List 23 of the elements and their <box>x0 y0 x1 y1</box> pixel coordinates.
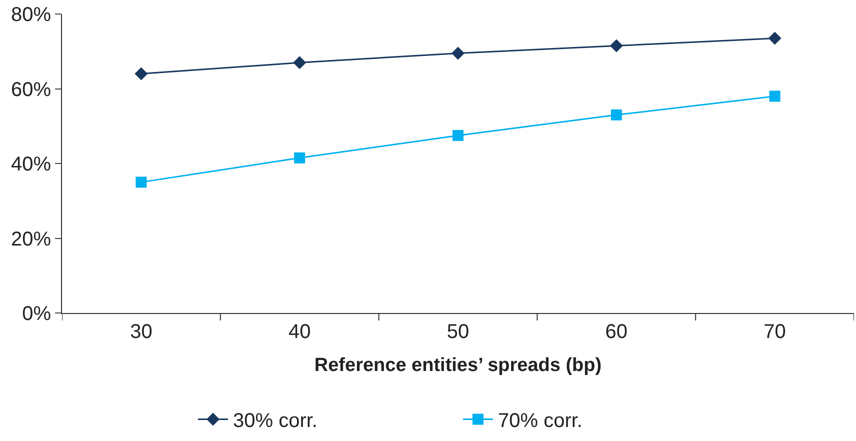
x-tick-label: 60 <box>605 321 628 343</box>
point <box>610 39 623 52</box>
y-tick-label: 40% <box>10 154 52 176</box>
point <box>610 109 622 120</box>
point <box>769 90 780 102</box>
point <box>293 56 306 70</box>
y-tick-label: 0% <box>22 303 52 325</box>
y-tick-label: 60% <box>10 78 52 101</box>
x-tick-label: 30 <box>130 321 152 343</box>
legend-label: 70% corr. <box>498 410 582 432</box>
point <box>294 152 306 164</box>
y-tick-label: 20% <box>10 228 52 250</box>
x-tick-label: 50 <box>446 321 470 343</box>
point <box>768 32 782 45</box>
legend-label: 30% corr. <box>233 410 318 432</box>
x-tick-label: 40 <box>288 321 311 343</box>
x-axis-title: Reference entities’ spreads (bp) <box>314 354 602 376</box>
point <box>134 67 148 80</box>
point <box>136 176 147 188</box>
x-tick-label: 70 <box>764 321 786 343</box>
y-tick-label: 80% <box>10 4 52 26</box>
point <box>452 46 464 60</box>
point <box>452 130 464 141</box>
